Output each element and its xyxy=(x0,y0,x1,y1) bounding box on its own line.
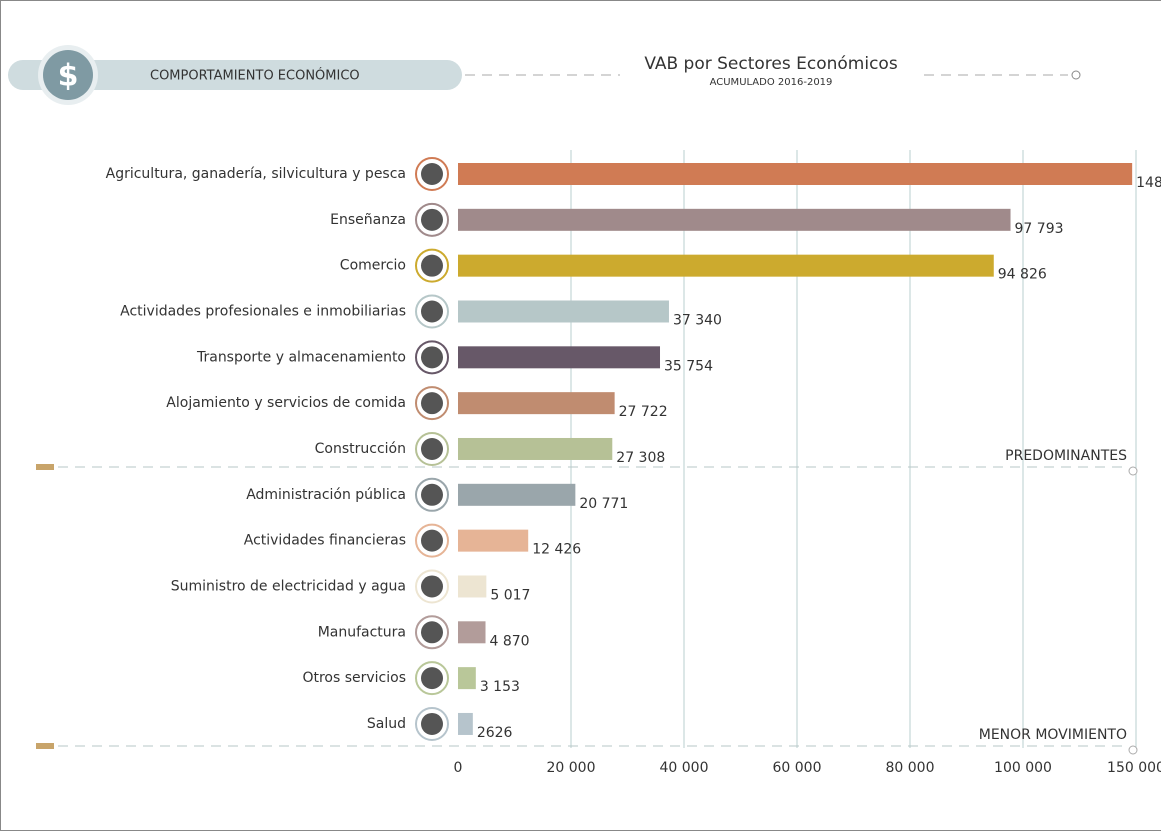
category-label: Salud xyxy=(367,716,406,732)
x-tick-label: 80 000 xyxy=(886,760,935,776)
title-bg xyxy=(620,50,920,86)
header-band xyxy=(8,60,462,90)
x-tick-label: 40 000 xyxy=(660,760,709,776)
value-label: 37 340 xyxy=(673,312,722,328)
category-label: Alojamiento y servicios de comida xyxy=(166,395,406,411)
bar xyxy=(458,300,669,323)
x-tick-label: 100 000 xyxy=(994,760,1052,776)
value-label: 4 870 xyxy=(490,633,530,649)
category-label: Actividades profesionales e inmobiliaria… xyxy=(120,303,406,319)
category-icon xyxy=(421,621,443,644)
category-label: Construcción xyxy=(315,441,406,457)
category-label: Otros servicios xyxy=(302,670,406,686)
annotation: PREDOMINANTES xyxy=(1005,448,1127,464)
category-icon xyxy=(421,163,443,185)
category-icon xyxy=(421,300,443,323)
header-icon xyxy=(43,50,93,100)
category-icon xyxy=(421,712,443,735)
bar xyxy=(458,712,473,735)
x-tick-label: 20 000 xyxy=(547,760,596,776)
value-label: 12 426 xyxy=(532,542,581,558)
separator-dot xyxy=(1128,745,1138,755)
bar xyxy=(458,208,1011,231)
value-label: 27 308 xyxy=(616,450,665,466)
x-tick-label: 150 000 xyxy=(1107,760,1161,776)
bar xyxy=(458,346,661,369)
x-tick-label: 0 xyxy=(454,760,463,776)
category-label: Transporte y almacenamiento xyxy=(196,349,406,365)
value-label: 3 153 xyxy=(480,679,520,695)
value-label: 2626 xyxy=(477,725,513,741)
category-label: Comercio xyxy=(340,258,406,274)
category-icon xyxy=(421,437,443,460)
category-icon xyxy=(421,667,443,690)
chart-title: VAB por Sectores Económicos xyxy=(644,54,898,74)
separator-marker xyxy=(36,743,54,749)
chart-subtitle: ACUMULADO 2016-2019 xyxy=(710,77,833,88)
value-label: 35 754 xyxy=(664,358,713,374)
bar xyxy=(458,392,615,415)
separator-marker xyxy=(36,464,54,470)
category-label: Suministro de electricidad y agua xyxy=(171,578,406,594)
annotation: MENOR MOVIMIENTO xyxy=(979,727,1127,743)
section-title: COMPORTAMIENTO ECONÓMICO xyxy=(150,68,360,84)
x-tick-label: 60 000 xyxy=(773,760,822,776)
category-label: Manufactura xyxy=(318,624,406,640)
category-label: Enseñanza xyxy=(330,212,406,228)
category-icon xyxy=(421,529,443,552)
value-label: 5 017 xyxy=(490,587,530,603)
value-label: 148 298 xyxy=(1136,175,1161,191)
value-label: 20 771 xyxy=(579,496,628,512)
value-label: 27 722 xyxy=(619,404,668,420)
category-label: Administración pública xyxy=(246,487,406,503)
category-icon xyxy=(421,208,443,231)
category-label: Actividades financieras xyxy=(244,533,406,549)
bar xyxy=(458,575,487,598)
bar xyxy=(458,621,486,644)
value-label: 97 793 xyxy=(1015,221,1064,237)
separator-dot xyxy=(1128,466,1138,476)
bar xyxy=(458,254,994,277)
header-dot xyxy=(1071,70,1081,80)
category-icon xyxy=(421,575,443,598)
bar xyxy=(458,529,529,552)
category-icon xyxy=(421,254,443,277)
category-icon xyxy=(421,483,443,506)
bar xyxy=(458,483,576,506)
category-label: Agricultura, ganadería, silvicultura y p… xyxy=(106,166,406,182)
category-icon xyxy=(421,346,443,369)
bar xyxy=(458,437,613,460)
bar xyxy=(458,163,1133,185)
category-icon xyxy=(421,392,443,415)
value-label: 94 826 xyxy=(998,267,1047,283)
header-icon-text: $ xyxy=(58,59,79,94)
bar xyxy=(458,667,476,690)
